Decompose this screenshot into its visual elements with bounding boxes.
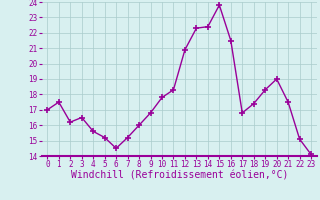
X-axis label: Windchill (Refroidissement éolien,°C): Windchill (Refroidissement éolien,°C) bbox=[70, 171, 288, 181]
